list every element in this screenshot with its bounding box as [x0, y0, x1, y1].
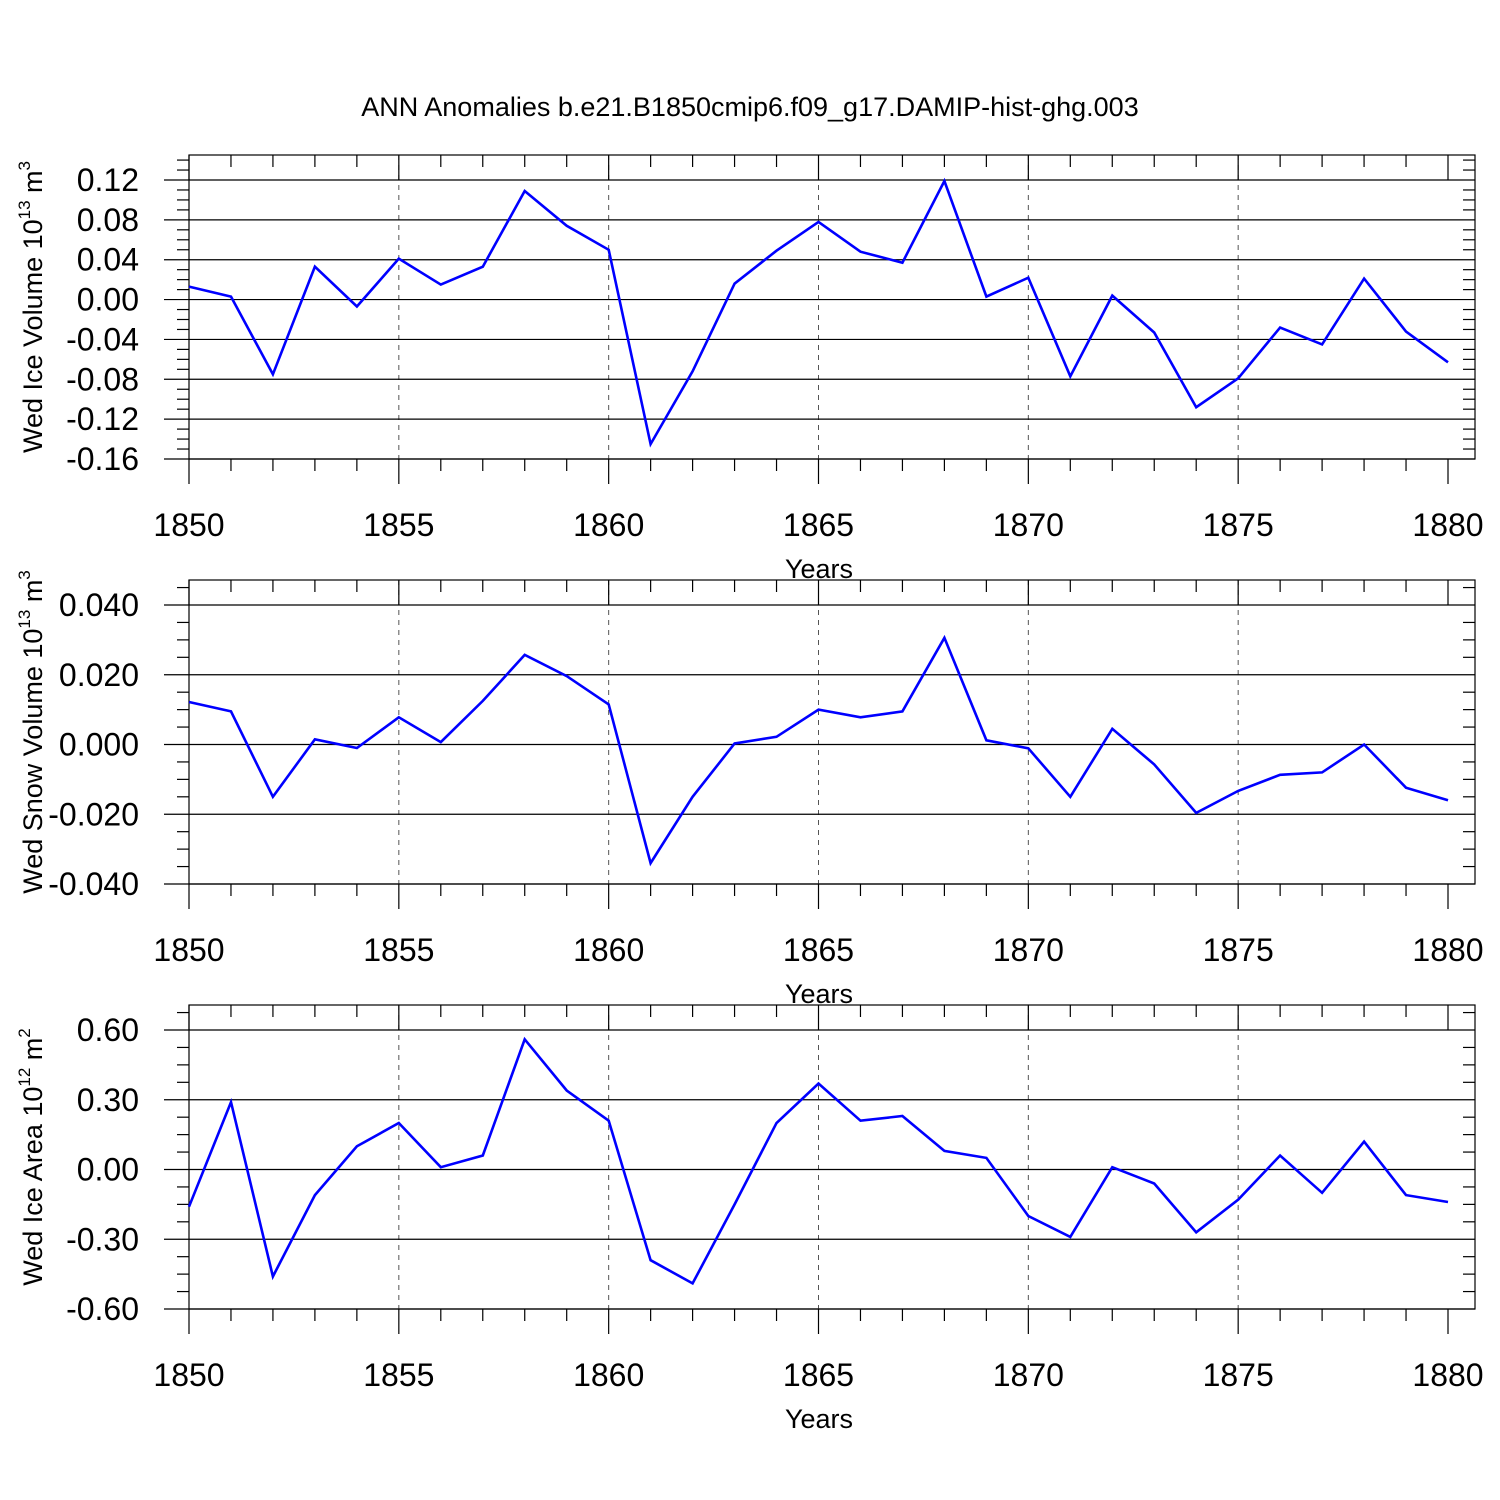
plot-frame — [188, 579, 1476, 885]
x-tick-label: 1870 — [993, 932, 1064, 968]
x-tick-label: 1855 — [363, 507, 434, 543]
panel-ice-area: 1850 1855 1860 1865 1870 1875 1880 Years -0.60 -0… — [15, 1004, 1484, 1434]
y-tick-label: 0.000 — [59, 727, 139, 763]
series-line — [188, 177, 1449, 448]
x-tick-label: 1865 — [783, 932, 854, 968]
y-axis-label: Wed Snow Volume 1013 m3 — [15, 570, 48, 894]
y-tick-label: 0.08 — [77, 202, 139, 238]
x-axis-label: Years — [785, 1404, 853, 1434]
plot-frame — [188, 154, 1476, 460]
y-tick-label: 0.60 — [77, 1012, 139, 1048]
x-axis-label: Years — [785, 554, 853, 584]
y-tick-label: -0.60 — [66, 1291, 139, 1327]
series-line — [187, 1036, 1449, 1286]
y-tick-label: 0.040 — [59, 587, 139, 623]
x-axis-label: Years — [785, 979, 853, 1009]
x-tick-label: 1850 — [153, 1357, 224, 1393]
x-tick-label: 1875 — [1203, 1357, 1274, 1393]
series-line — [188, 634, 1449, 867]
y-tick-label: 0.00 — [77, 282, 139, 318]
x-tick-label: 1860 — [573, 932, 644, 968]
y-tick-label: 0.04 — [77, 242, 139, 278]
x-tick-label: 1865 — [783, 507, 854, 543]
x-tick-label: 1880 — [1412, 507, 1483, 543]
y-tick-label: 0.00 — [77, 1152, 139, 1188]
y-tick-label: 0.12 — [77, 162, 139, 198]
x-tick-label: 1860 — [573, 1357, 644, 1393]
x-tick-label: 1875 — [1203, 932, 1274, 968]
chart-title: ANN Anomalies b.e21.B1850cmip6.f09_g17.D… — [361, 92, 1138, 122]
x-tick-label: 1865 — [783, 1357, 854, 1393]
x-tick-label: 1875 — [1203, 507, 1274, 543]
y-tick-label: -0.08 — [66, 361, 139, 397]
x-tick-label: 1860 — [573, 507, 644, 543]
x-tick-label: 1850 — [153, 932, 224, 968]
x-tick-label: 1855 — [363, 932, 434, 968]
y-tick-label: 0.020 — [59, 657, 139, 693]
x-tick-label: 1880 — [1412, 932, 1483, 968]
y-tick-label: -0.040 — [48, 866, 139, 902]
y-tick-label: -0.020 — [48, 796, 139, 832]
panel-ice-volume: 1850 1855 1860 1865 1870 1875 1880 Years -0.16 -0… — [15, 154, 1484, 584]
y-tick-label: -0.30 — [66, 1221, 139, 1257]
x-tick-label: 1870 — [993, 507, 1064, 543]
y-axis-label: Wed Ice Volume 1013 m3 — [15, 161, 48, 453]
y-axis-label: Wed Ice Area 1012 m2 — [15, 1028, 48, 1286]
y-tick-label: -0.12 — [66, 401, 139, 437]
y-tick-label: -0.16 — [66, 441, 139, 477]
y-tick-label: -0.04 — [66, 321, 139, 357]
x-tick-label: 1850 — [153, 507, 224, 543]
y-tick-label: 0.30 — [77, 1082, 139, 1118]
x-tick-label: 1855 — [363, 1357, 434, 1393]
x-tick-label: 1880 — [1412, 1357, 1483, 1393]
panel-snow-volume: 1850 1855 1860 1865 1870 1875 1880 Years -0.040 -… — [15, 570, 1484, 1009]
x-tick-label: 1870 — [993, 1357, 1064, 1393]
